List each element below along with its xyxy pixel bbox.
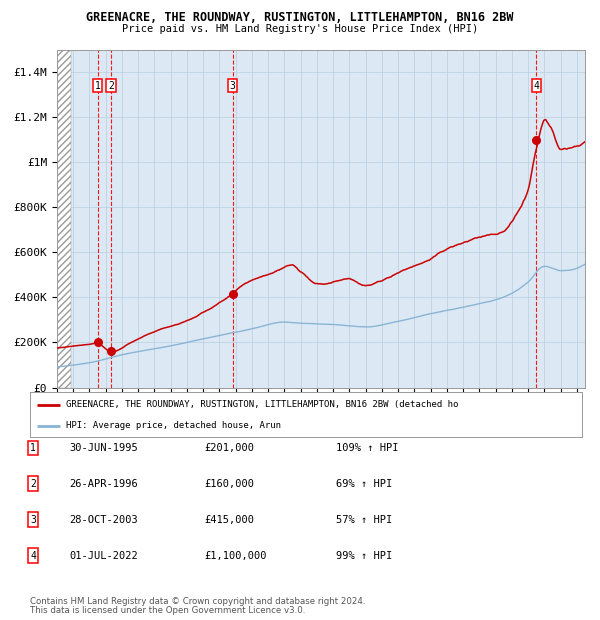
Text: Contains HM Land Registry data © Crown copyright and database right 2024.: Contains HM Land Registry data © Crown c… [30, 597, 365, 606]
Text: 1: 1 [30, 443, 36, 453]
Text: 57% ↑ HPI: 57% ↑ HPI [336, 515, 392, 525]
Text: 1: 1 [95, 81, 101, 91]
Bar [57, 50, 71, 388]
Text: 69% ↑ HPI: 69% ↑ HPI [336, 479, 392, 489]
Text: GREENACRE, THE ROUNDWAY, RUSTINGTON, LITTLEHAMPTON, BN16 2BW: GREENACRE, THE ROUNDWAY, RUSTINGTON, LIT… [86, 11, 514, 24]
Text: £415,000: £415,000 [204, 515, 254, 525]
Text: GREENACRE, THE ROUNDWAY, RUSTINGTON, LITTLEHAMPTON, BN16 2BW (detached ho: GREENACRE, THE ROUNDWAY, RUSTINGTON, LIT… [66, 400, 458, 409]
Text: £1,100,000: £1,100,000 [204, 551, 266, 560]
Text: HPI: Average price, detached house, Arun: HPI: Average price, detached house, Arun [66, 422, 281, 430]
Text: 3: 3 [30, 515, 36, 525]
Text: £201,000: £201,000 [204, 443, 254, 453]
Text: 01-JUL-2022: 01-JUL-2022 [69, 551, 138, 560]
Text: 2: 2 [108, 81, 114, 91]
Text: Price paid vs. HM Land Registry's House Price Index (HPI): Price paid vs. HM Land Registry's House … [122, 24, 478, 33]
Text: 26-APR-1996: 26-APR-1996 [69, 479, 138, 489]
Text: £160,000: £160,000 [204, 479, 254, 489]
Text: 30-JUN-1995: 30-JUN-1995 [69, 443, 138, 453]
Text: 109% ↑ HPI: 109% ↑ HPI [336, 443, 398, 453]
Text: 99% ↑ HPI: 99% ↑ HPI [336, 551, 392, 560]
Text: 2: 2 [30, 479, 36, 489]
Text: 4: 4 [30, 551, 36, 560]
Text: 4: 4 [533, 81, 539, 91]
Text: This data is licensed under the Open Government Licence v3.0.: This data is licensed under the Open Gov… [30, 606, 305, 615]
Text: 28-OCT-2003: 28-OCT-2003 [69, 515, 138, 525]
Text: 3: 3 [230, 81, 236, 91]
